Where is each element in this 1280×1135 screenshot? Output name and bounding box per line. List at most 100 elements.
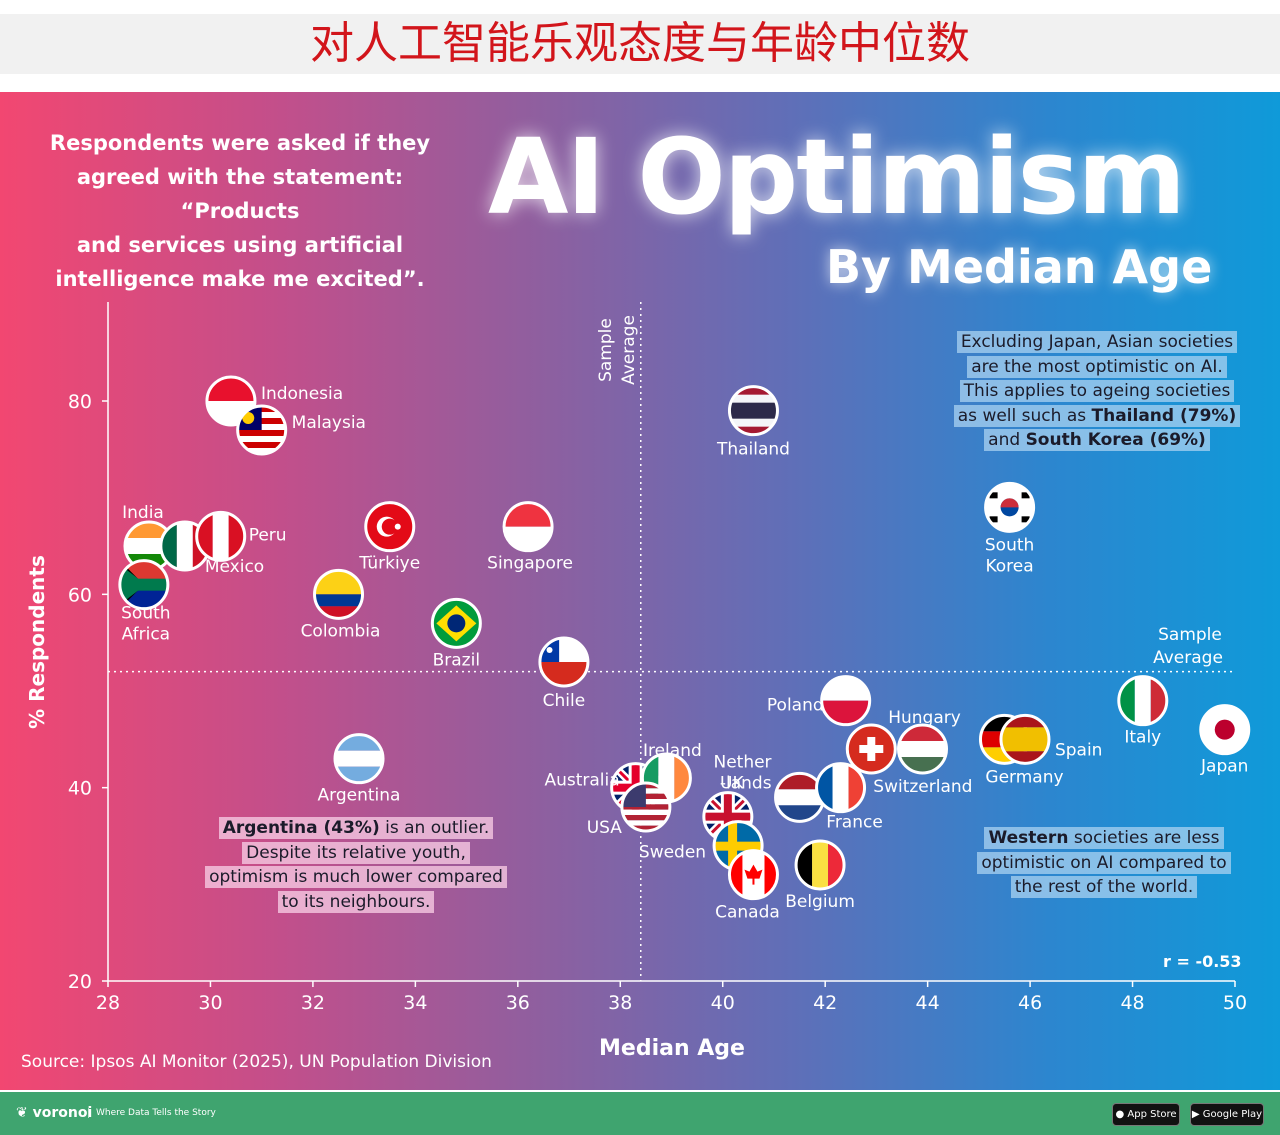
flag-marker-colombia: [313, 568, 365, 620]
asia-note-text: as well such as: [957, 405, 1092, 426]
flag-trigram: [1021, 516, 1030, 523]
flag-emblem: [242, 412, 255, 424]
flag-border: [794, 839, 846, 891]
flag-border: [118, 559, 170, 611]
country-label: Chile: [543, 691, 586, 711]
country-label: Belgium: [785, 892, 855, 912]
voronoi-logo[interactable]: ❦ voronoi: [16, 1105, 92, 1121]
footer-bar: ❦ voronoi Where Data Tells the Story ● A…: [0, 1092, 1280, 1135]
flag-marker-peru: [195, 510, 247, 562]
flag-stripe: [237, 442, 286, 448]
x-tick-label: 42: [813, 992, 837, 1014]
asia-note-line: are the most optimistic on AI.: [967, 355, 1227, 378]
flag-marker-canada: [727, 849, 779, 901]
x-tick-label: 46: [1018, 992, 1042, 1014]
flag-marker-chile: [538, 636, 590, 688]
flag-stripe: [714, 841, 763, 851]
y-tick-label: 40: [68, 778, 92, 800]
western-note-text: societies are less: [1068, 828, 1220, 848]
flag-stripe: [237, 436, 286, 442]
flag-sun: [1214, 719, 1235, 740]
flag-stripe: [621, 825, 670, 831]
flag-stripe: [1000, 727, 1049, 752]
flag-border: [727, 385, 779, 437]
asia-note: Excluding Japan, Asian societies are the…: [952, 330, 1242, 453]
x-tick-label: 38: [608, 992, 632, 1014]
flag-stripe: [729, 402, 778, 419]
country-label: Colombia: [301, 621, 381, 641]
chart-title: AI Optimism: [488, 116, 1186, 238]
flag-marker-japan: [1199, 704, 1251, 756]
country-label: Peru: [249, 525, 287, 545]
flag-border: [236, 404, 288, 456]
country-label: Sweden: [639, 843, 706, 863]
asia-note-line: and South Korea (69%): [984, 429, 1210, 451]
flag-border: [333, 733, 385, 785]
country-label: USA: [587, 818, 623, 838]
country-label: Argentina: [318, 786, 401, 806]
flag-stripe: [212, 512, 229, 561]
flag-marker-singapore: [502, 501, 554, 553]
flag-marker-south-korea: [984, 481, 1036, 533]
flag-stripe: [703, 812, 752, 821]
flag-stripe: [1134, 676, 1151, 725]
flag-border: [502, 501, 554, 553]
argentina-highlight: Argentina (43%): [222, 818, 380, 838]
country-label: Türkiye: [358, 554, 420, 574]
flag-stripe: [821, 700, 870, 725]
flag-border: [1117, 675, 1169, 727]
flag-stripe: [237, 448, 286, 454]
flag-trigram: [1021, 492, 1030, 499]
flag-marker-poland: [820, 675, 872, 727]
country-label: Germany: [985, 767, 1063, 787]
western-highlight: Western: [988, 828, 1069, 848]
google-play-badge[interactable]: ▶ Google Play: [1190, 1103, 1264, 1126]
western-note-line: Western societies are less: [984, 827, 1224, 849]
y-tick-label: 20: [68, 971, 92, 993]
flag-marker-switzerland: [845, 723, 897, 775]
flag-marker-france: [815, 762, 867, 814]
flag-stripe: [504, 526, 553, 551]
asia-note-line: Excluding Japan, Asian societies: [956, 331, 1238, 353]
flag-fill: [237, 406, 286, 454]
flag-border: [815, 762, 867, 814]
y-tick-label: 60: [68, 584, 92, 606]
flag-stripe: [821, 676, 870, 701]
x-tick-label: 32: [301, 992, 325, 1014]
thailand-highlight: Thailand (79%): [1091, 405, 1237, 426]
flag-border: [195, 510, 247, 562]
country-label: Korea: [985, 556, 1033, 576]
survey-question: Respondents were asked if they agreed wi…: [20, 126, 460, 296]
flag-marker-t-rkiye: [364, 501, 416, 553]
flag-marker-argentina: [333, 733, 385, 785]
flag-marker-brazil: [430, 597, 482, 649]
flag-stripe: [898, 741, 947, 757]
app-store-label: App Store: [1127, 1109, 1177, 1120]
banner-title: 对人工智能乐观态度与年龄中位数: [310, 18, 970, 69]
flag-border: [538, 636, 590, 688]
argentina-note: Argentina (43%) is an outlier. Despite i…: [200, 816, 512, 914]
sample-average-horizontal-label: Average: [1153, 648, 1223, 668]
app-store-badge[interactable]: ● App Store: [1112, 1103, 1180, 1126]
title-banner: 对人工智能乐观态度与年龄中位数: [0, 0, 1280, 90]
country-label: Mexico: [205, 557, 264, 577]
x-tick-label: 36: [506, 992, 530, 1014]
argentina-note-line: to its neighbours.: [277, 890, 435, 913]
infographic-panel: 28 30 32 34 36 38 40 42 44 46 48 50 20 40 60 80 Median A…: [0, 92, 1280, 1090]
country-label: Poland: [767, 696, 824, 716]
country-label: Switzerland: [873, 777, 972, 797]
country-label: Spain: [1055, 740, 1103, 760]
flag-stripe: [539, 662, 588, 686]
x-tick-label: 30: [198, 992, 222, 1014]
question-line: intelligence make me excited”.: [55, 267, 425, 291]
country-label: UK: [720, 774, 744, 794]
country-label: Australia: [544, 771, 619, 791]
country-label: Brazil: [433, 650, 480, 670]
flag-star: [546, 647, 553, 653]
country-label: France: [826, 813, 883, 833]
flag-stripe: [504, 502, 553, 527]
flag-stripe: [812, 841, 829, 889]
country-label: Canada: [715, 903, 780, 923]
leaf-icon: ❦: [16, 1105, 33, 1121]
flag-border: [845, 723, 897, 775]
